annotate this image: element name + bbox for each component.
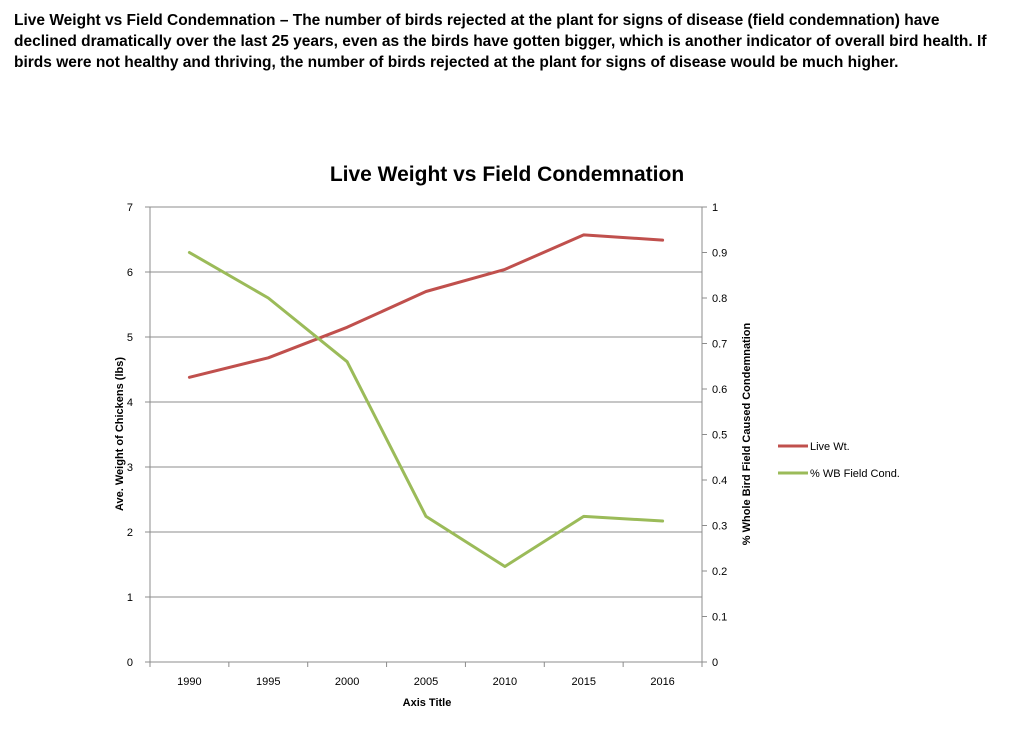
right-tick-label: 1: [712, 202, 718, 214]
right-tick-label: 0.2: [712, 566, 727, 578]
right-tick-label: 0.8: [712, 293, 727, 305]
x-axis-ticks: 1990 1995 2000 2005 2010 2015 2016: [149, 662, 703, 688]
right-tick-label: 0.3: [712, 521, 727, 533]
legend: Live Wt. % WB Field Cond.: [778, 441, 900, 480]
series-lines: [187, 233, 665, 568]
x-tick-label: 1995: [256, 676, 280, 688]
x-tick-label: 2015: [571, 676, 595, 688]
legend-label-0: Live Wt.: [810, 441, 850, 453]
left-tick-label: 4: [127, 397, 133, 409]
x-tick-label: 2010: [493, 676, 517, 688]
left-tick-label: 3: [127, 462, 133, 474]
x-tick-label: 1990: [177, 676, 201, 688]
right-tick-label: 0.4: [712, 475, 727, 487]
series-line-1: [187, 251, 665, 568]
left-tick-label: 5: [127, 332, 133, 344]
right-axis-ticks: 0 0.1 0.2 0.3 0.4 0.5 0.6 0.7 0.8 0.9 1: [702, 202, 727, 669]
axes: [149, 207, 703, 663]
legend-label-1: % WB Field Cond.: [810, 468, 900, 480]
left-tick-label: 2: [127, 527, 133, 539]
y2-axis-label: % Whole Bird Field Caused Condemnation: [741, 322, 753, 545]
x-tick-label: 2000: [335, 676, 359, 688]
series-line-0: [187, 233, 665, 379]
y-axis-label: Ave. Weight of Chickens (lbs): [114, 357, 126, 511]
intro-paragraph: Live Weight vs Field Condemnation – The …: [14, 12, 987, 71]
left-tick-label: 6: [127, 267, 133, 279]
left-axis-ticks: 0 1 2 3 4 5 6 7: [127, 202, 150, 669]
right-tick-label: 0: [712, 657, 718, 669]
right-tick-label: 0.9: [712, 248, 727, 260]
right-tick-label: 0.7: [712, 339, 727, 351]
left-tick-label: 0: [127, 657, 133, 669]
left-tick-label: 1: [127, 592, 133, 604]
right-tick-label: 0.5: [712, 430, 727, 442]
grid-lines: [150, 206, 702, 663]
right-tick-label: 0.1: [712, 612, 727, 624]
chart-title: Live Weight vs Field Condemnation: [330, 163, 684, 186]
right-tick-label: 0.6: [712, 384, 727, 396]
x-axis-label: Axis Title: [403, 697, 452, 709]
x-tick-label: 2016: [650, 676, 674, 688]
x-tick-label: 2005: [414, 676, 438, 688]
left-tick-label: 7: [127, 202, 133, 214]
